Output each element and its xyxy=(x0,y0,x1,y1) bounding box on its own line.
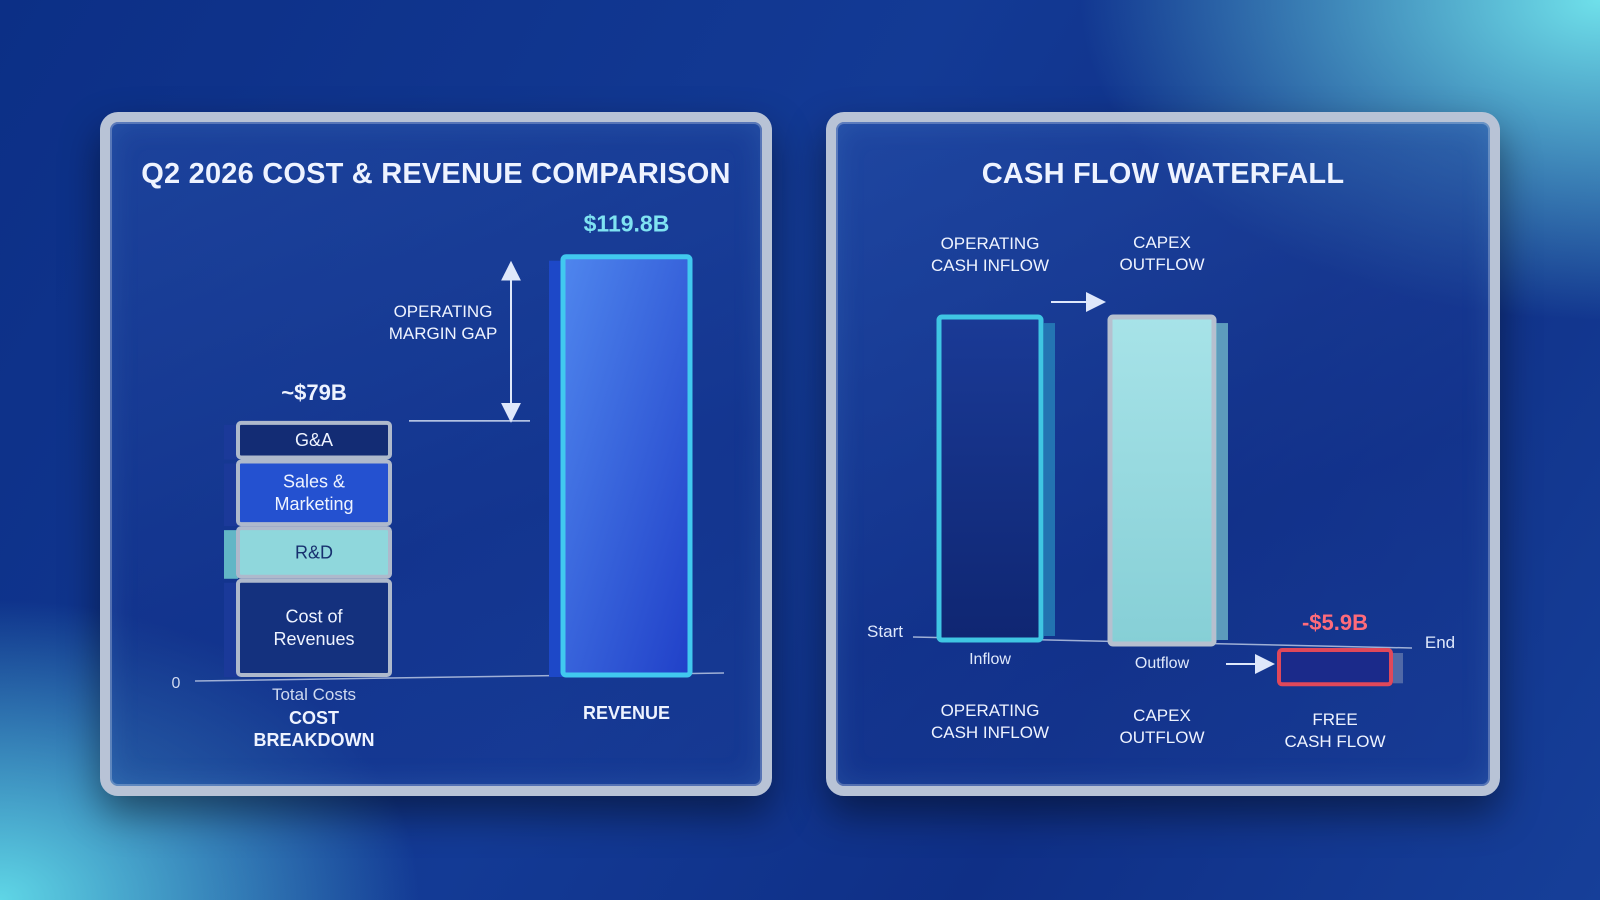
cost-segment-side xyxy=(224,424,238,460)
chart-title-cost-revenue: Q2 2026 COST & REVENUE COMPARISON xyxy=(141,158,731,190)
cost-segment-side xyxy=(224,530,238,579)
total-cost-label: ~$79B xyxy=(281,380,346,405)
cost-segment-side xyxy=(224,463,238,527)
operating-margin-gap-label: OPERATING MARGIN GAP xyxy=(389,302,498,343)
revenue-category-label: REVENUE xyxy=(583,703,670,723)
end-label: End xyxy=(1425,633,1455,652)
start-label: Start xyxy=(867,622,903,641)
outflow-sublabel: Outflow xyxy=(1135,655,1190,672)
inflow-top-label: OPERATING CASH INFLOW xyxy=(931,234,1049,275)
cost-segment-3 xyxy=(236,420,392,460)
cost-segment-0 xyxy=(236,578,392,677)
total-costs-sublabel: Total Costs xyxy=(272,685,356,704)
chart-title-cash-flow: CASH FLOW WATERFALL xyxy=(981,158,1345,190)
zero-tick-label: 0 xyxy=(172,675,181,692)
cost-segment-label-3: G&A xyxy=(295,430,333,450)
outflow-bar xyxy=(1107,314,1217,647)
cost-segment-label-1: R&D xyxy=(295,542,333,562)
outflow-bottom-label: CAPEX OUTFLOW xyxy=(1120,706,1205,747)
cost-segment-side xyxy=(224,582,238,677)
cost-segment-1 xyxy=(236,526,392,579)
cost-breakdown-category-label: COST BREAKDOWN xyxy=(254,708,375,750)
revenue-bar-side xyxy=(549,260,563,677)
free-cash-flow-bottom-label: FREE CASH FLOW xyxy=(1284,710,1385,751)
outflow-top-label: CAPEX OUTFLOW xyxy=(1120,233,1205,274)
inflow-bar-side xyxy=(1043,323,1055,636)
cost-segment-label-0: Cost of Revenues xyxy=(273,607,354,650)
cost-segment-2 xyxy=(236,459,392,527)
revenue-value-label: $119.8B xyxy=(584,211,670,237)
free-cash-flow-value-label: -$5.9B xyxy=(1302,610,1368,635)
free-cash-flow-bar xyxy=(1277,648,1393,687)
cost-segment-label-2: Sales & Marketing xyxy=(274,472,353,515)
outflow-bar-side xyxy=(1216,323,1228,640)
free-cash-flow-bar-side xyxy=(1393,653,1403,684)
inflow-sublabel: Inflow xyxy=(969,651,1011,668)
inflow-bar xyxy=(936,314,1044,643)
revenue-bar xyxy=(560,254,693,678)
inflow-bottom-label: OPERATING CASH INFLOW xyxy=(931,701,1049,742)
